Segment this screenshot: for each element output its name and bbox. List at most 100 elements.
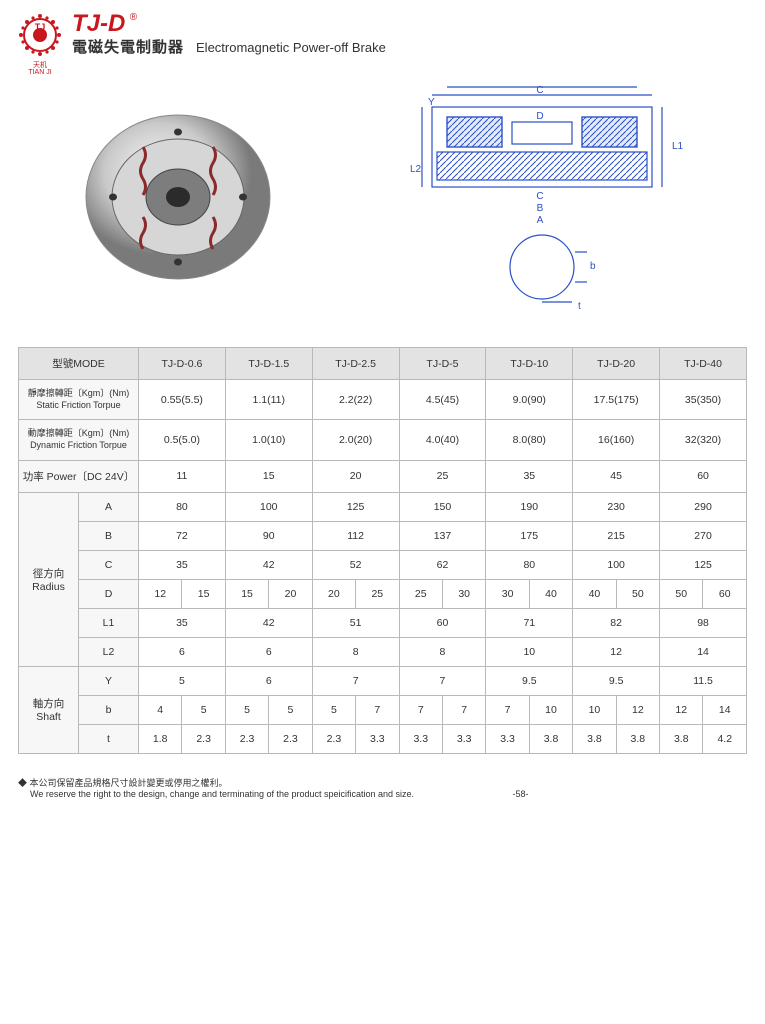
cell: 6 — [139, 637, 226, 666]
cell: 4.5(45) — [399, 380, 486, 420]
cell: 7 — [486, 695, 529, 724]
cell: 12 — [660, 695, 703, 724]
cell: 52 — [312, 550, 399, 579]
header: TJ 天机 TIAN JI TJ-D ® 電磁失電制動器 Electromagn… — [18, 12, 747, 57]
cell: 60 — [703, 579, 747, 608]
subtitle-en: Electromagnetic Power-off Brake — [196, 40, 386, 55]
page-number: -58- — [414, 789, 627, 799]
cell: 40 — [529, 579, 572, 608]
cell: 45 — [573, 460, 660, 492]
cell: 2.3 — [312, 724, 355, 753]
cell: 35(350) — [660, 380, 747, 420]
cell: 7 — [442, 695, 485, 724]
brand-cn: 天机 — [33, 62, 47, 69]
cell: 230 — [573, 492, 660, 521]
model-title: TJ-D — [72, 10, 125, 37]
cell: 9.5 — [573, 666, 660, 695]
svg-text:t: t — [578, 301, 581, 312]
cell: 12 — [616, 695, 659, 724]
row-header: L1 — [79, 608, 139, 637]
cell: 9.5 — [486, 666, 573, 695]
svg-text:C: C — [537, 191, 544, 202]
model-col: TJ-D-20 — [573, 348, 660, 380]
model-col: TJ-D-40 — [660, 348, 747, 380]
model-col: TJ-D-0.6 — [139, 348, 226, 380]
cell: 30 — [442, 579, 485, 608]
cell: 4 — [139, 695, 182, 724]
cell: 7 — [356, 695, 399, 724]
footer-note-cn: 本公司保留產品規格尺寸設計變更或停用之權利。 — [18, 776, 414, 789]
cell: 10 — [529, 695, 572, 724]
cell: 15 — [182, 579, 225, 608]
title-block: TJ-D ® 電磁失電制動器 Electromagnetic Power-off… — [72, 12, 386, 57]
cell: 7 — [399, 695, 442, 724]
cell: 0.5(5.0) — [139, 420, 226, 460]
cell: 72 — [139, 521, 226, 550]
cell: 15 — [225, 579, 268, 608]
cell: 82 — [573, 608, 660, 637]
model-col: TJ-D-10 — [486, 348, 573, 380]
brand-logo: TJ 天机 TIAN JI — [18, 13, 62, 57]
technical-diagram: C D L1 L2 C B A Y b t — [392, 77, 692, 317]
cell: 80 — [486, 550, 573, 579]
cell: 71 — [486, 608, 573, 637]
model-col: TJ-D-5 — [399, 348, 486, 380]
row-header: C — [79, 550, 139, 579]
cell: 51 — [312, 608, 399, 637]
cell: 100 — [573, 550, 660, 579]
row-header: t — [79, 724, 139, 753]
registered-mark: ® — [130, 12, 137, 23]
cell: 40 — [573, 579, 616, 608]
cell: 3.8 — [529, 724, 572, 753]
cell: 12 — [573, 637, 660, 666]
cell: 0.55(5.5) — [139, 380, 226, 420]
cell: 35 — [486, 460, 573, 492]
svg-text:L2: L2 — [410, 164, 422, 175]
row-header: B — [79, 521, 139, 550]
cell: 10 — [573, 695, 616, 724]
cell: 15 — [225, 460, 312, 492]
cell: 50 — [616, 579, 659, 608]
cell: 25 — [399, 579, 442, 608]
row-header: L2 — [79, 637, 139, 666]
figures-row: C D L1 L2 C B A Y b t — [18, 67, 747, 327]
row-header: 靜摩擦轉距〔Kgm〕(Nm)Static Friction Torpue — [19, 380, 139, 420]
cell: 17.5(175) — [573, 380, 660, 420]
cell: 42 — [225, 550, 312, 579]
cell: 25 — [399, 460, 486, 492]
cell: 98 — [660, 608, 747, 637]
cell: 50 — [660, 579, 703, 608]
row-header: 動摩擦轉距〔Kgm〕(Nm)Dynamic Friction Torpue — [19, 420, 139, 460]
subtitle-cn: 電磁失電制動器 — [72, 36, 184, 57]
cell: 5 — [312, 695, 355, 724]
cell: 25 — [356, 579, 399, 608]
cell: 8 — [312, 637, 399, 666]
table-header-row: 型號MODE TJ-D-0.6 TJ-D-1.5 TJ-D-2.5 TJ-D-5… — [19, 348, 747, 380]
footer-note-en: We reserve the right to the design, chan… — [18, 789, 414, 799]
cell: 11.5 — [660, 666, 747, 695]
row-header: b — [79, 695, 139, 724]
cell: 290 — [660, 492, 747, 521]
cell: 3.3 — [399, 724, 442, 753]
cell: 60 — [660, 460, 747, 492]
cell: 1.8 — [139, 724, 182, 753]
cell: 3.3 — [486, 724, 529, 753]
cell: 20 — [312, 460, 399, 492]
svg-text:A: A — [537, 215, 544, 226]
cell: 125 — [660, 550, 747, 579]
cell: 4.0(40) — [399, 420, 486, 460]
cell: 80 — [139, 492, 226, 521]
model-col: TJ-D-1.5 — [225, 348, 312, 380]
cell: 8 — [399, 637, 486, 666]
cell: 6 — [225, 666, 312, 695]
cell: 2.0(20) — [312, 420, 399, 460]
svg-text:D: D — [537, 111, 544, 122]
cell: 150 — [399, 492, 486, 521]
brand-en: TIAN JI — [28, 69, 51, 76]
cell: 3.3 — [356, 724, 399, 753]
cell: 62 — [399, 550, 486, 579]
cell: 5 — [225, 695, 268, 724]
cell: 1.1(11) — [225, 380, 312, 420]
cell: 12 — [139, 579, 182, 608]
cell: 1.0(10) — [225, 420, 312, 460]
